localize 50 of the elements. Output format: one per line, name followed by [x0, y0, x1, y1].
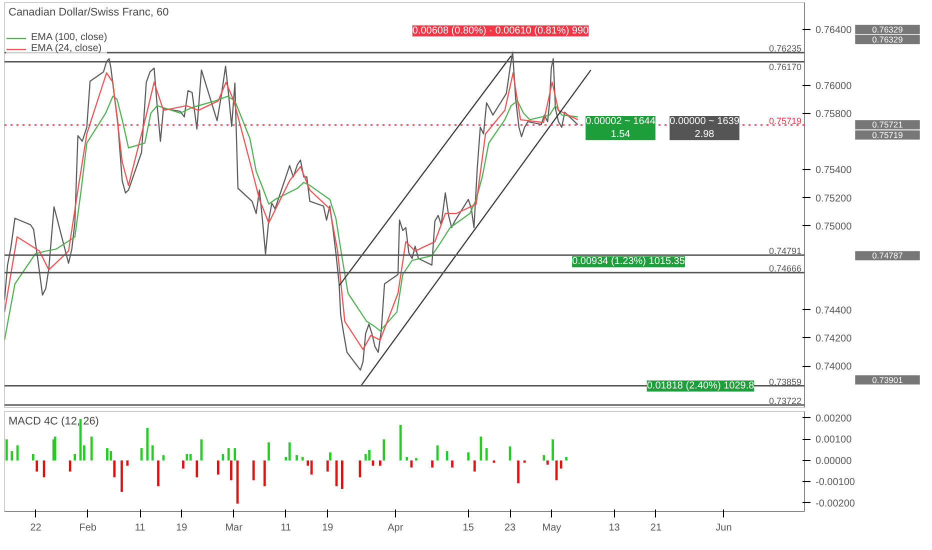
y-tick-label: 0.00200 — [816, 413, 852, 424]
y-tick-label: 0.75800 — [816, 109, 852, 120]
x-tick-label: 15 — [462, 522, 474, 534]
annotation: 0.00002 ~ 1644 1.54 — [586, 116, 656, 140]
chart-title: Canadian Dollar/Swiss Franc, 60 — [8, 6, 169, 18]
y-tick-label: 0.74400 — [816, 305, 852, 316]
ref-line-label: 0.74666 — [768, 264, 802, 274]
ref-line-label: 0.76235 — [768, 44, 802, 54]
y-tick-label: 0.00100 — [816, 434, 852, 446]
y-tick-label: 0.74200 — [816, 333, 852, 344]
x-tick-label: Apr — [388, 522, 404, 534]
x-tick-label: Mar — [225, 522, 244, 534]
y-tick-label: 0.75400 — [816, 165, 852, 176]
y-tick-label: 0.00000 — [816, 456, 852, 467]
text: 0.76329 — [872, 24, 904, 35]
ref-line-label: 0.74791 — [768, 246, 802, 256]
ref-line-label: 0.73722 — [768, 396, 802, 406]
text: 0.75719 — [872, 130, 904, 140]
x-tick-label: 23 — [504, 522, 516, 534]
y-tick-label: -0.00100 — [816, 477, 856, 488]
y-tick-label: 0.75000 — [816, 221, 852, 232]
x-tick-label: 19 — [176, 522, 188, 534]
x-tick-label: 13 — [608, 522, 620, 534]
text: 0.75721 — [872, 120, 904, 130]
x-tick-label: 19 — [322, 522, 334, 534]
legend-label: EMA (24, close) — [31, 43, 102, 54]
chart-title: MACD 4C (12, 26) — [8, 416, 99, 428]
text: 0.76329 — [872, 34, 904, 45]
legend-label: EMA (100, close) — [31, 32, 108, 43]
y-tick-label: 0.74000 — [816, 362, 852, 373]
x-tick-label: 22 — [30, 522, 42, 534]
annotation: 0.00934 (1.23%) 1015.35 — [572, 256, 686, 268]
x-tick-label: May — [542, 522, 562, 534]
x-tick-label: Jun — [716, 522, 732, 534]
x-tick-label: 11 — [134, 522, 146, 534]
y-tick-label: 0.75200 — [816, 193, 852, 204]
text: 0.73901 — [872, 374, 904, 385]
x-tick-label: 21 — [650, 522, 662, 534]
y-tick-label: 0.76000 — [816, 81, 852, 92]
annotation: 0.00000 ~ 1639 2.98 — [670, 116, 740, 140]
annotation: 0.00608 (0.80%) · 0.00610 (0.81%) 990 — [412, 25, 590, 36]
ref-line-label: 0.76170 — [768, 62, 802, 72]
x-tick-label: 11 — [280, 522, 292, 534]
y-tick-label: -0.00200 — [816, 498, 856, 510]
x-tick-label: Feb — [79, 522, 97, 534]
y-tick-label: 0.76400 — [816, 25, 852, 36]
annotation: 0.01818 (2.40%) 1029.8 — [646, 380, 755, 392]
ref-line-label: 0.73859 — [768, 376, 802, 387]
ref-line-label: 0.75719 — [768, 116, 802, 126]
text: 0.74787 — [872, 250, 904, 261]
